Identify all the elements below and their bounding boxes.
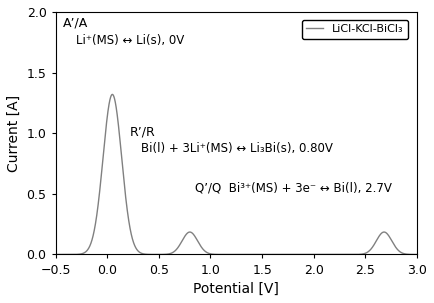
Text: R’/R: R’/R: [130, 126, 156, 139]
Text: Bi(l) + 3Li⁺(MS) ↔ Li₃Bi(s), 0.80V: Bi(l) + 3Li⁺(MS) ↔ Li₃Bi(s), 0.80V: [141, 142, 333, 155]
Legend: LiCl-KCl-BiCl₃: LiCl-KCl-BiCl₃: [302, 20, 408, 39]
Text: Li⁺(MS) ↔ Li(s), 0V: Li⁺(MS) ↔ Li(s), 0V: [76, 34, 184, 47]
Text: Q’/Q  Bi³⁺(MS) + 3e⁻ ↔ Bi(l), 2.7V: Q’/Q Bi³⁺(MS) + 3e⁻ ↔ Bi(l), 2.7V: [195, 182, 392, 195]
Text: A’/A: A’/A: [63, 17, 88, 30]
Y-axis label: Current [A]: Current [A]: [7, 95, 21, 172]
X-axis label: Potential [V]: Potential [V]: [194, 282, 279, 296]
